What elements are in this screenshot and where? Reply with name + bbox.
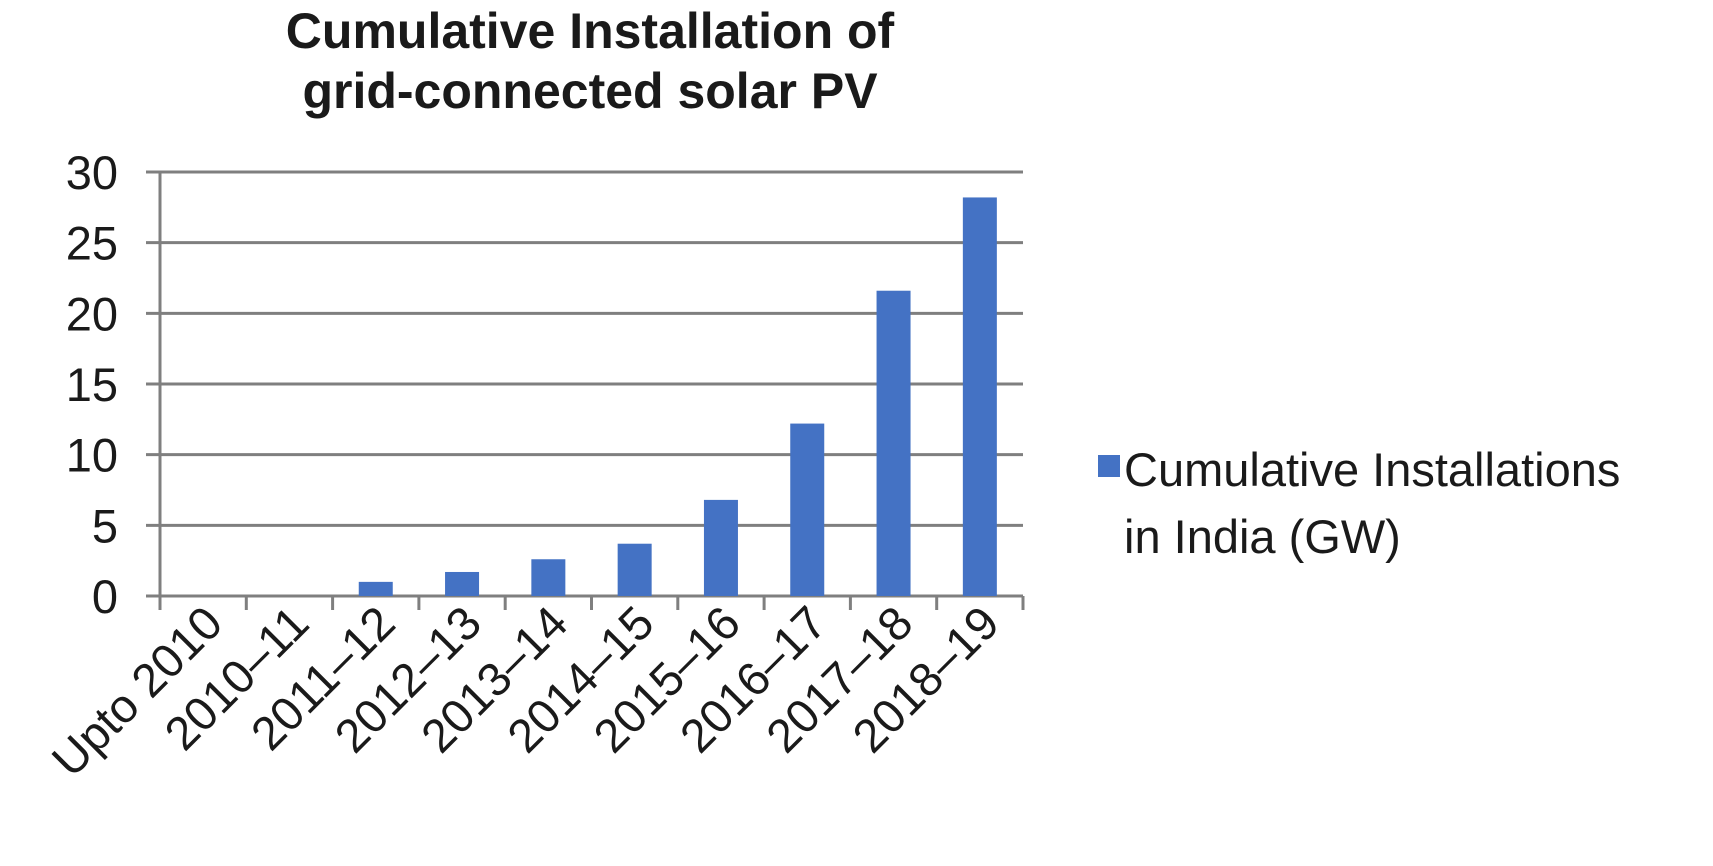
legend-label-line-1: Cumulative Installations bbox=[1124, 443, 1620, 496]
y-tick-label: 0 bbox=[92, 570, 118, 623]
bar bbox=[876, 290, 911, 596]
legend-label-line-2: in India (GW) bbox=[1124, 510, 1401, 563]
bar bbox=[531, 559, 566, 596]
bar bbox=[445, 571, 480, 596]
bar bbox=[617, 543, 652, 596]
y-tick-label: 25 bbox=[66, 217, 118, 270]
bar bbox=[790, 423, 825, 596]
chart-title-line-2: grid-connected solar PV bbox=[302, 63, 878, 119]
y-tick-label: 20 bbox=[66, 287, 118, 340]
bar bbox=[703, 499, 738, 596]
y-tick-label: 30 bbox=[66, 146, 118, 199]
x-tick-labels: Upto 20102010–112011–122012–132013–14201… bbox=[41, 596, 1009, 787]
y-tick-label: 10 bbox=[66, 429, 118, 482]
bar bbox=[358, 581, 393, 596]
chart-title-line-1: Cumulative Installation of bbox=[286, 3, 895, 59]
legend-swatch bbox=[1098, 455, 1120, 477]
y-tick-label: 5 bbox=[92, 499, 118, 552]
y-tick-label: 15 bbox=[66, 358, 118, 411]
legend: Cumulative Installations in India (GW) bbox=[1098, 443, 1620, 563]
y-tick-labels: 0 5 10 15 20 25 30 bbox=[66, 146, 118, 623]
bar bbox=[962, 197, 997, 596]
bars bbox=[358, 197, 997, 596]
